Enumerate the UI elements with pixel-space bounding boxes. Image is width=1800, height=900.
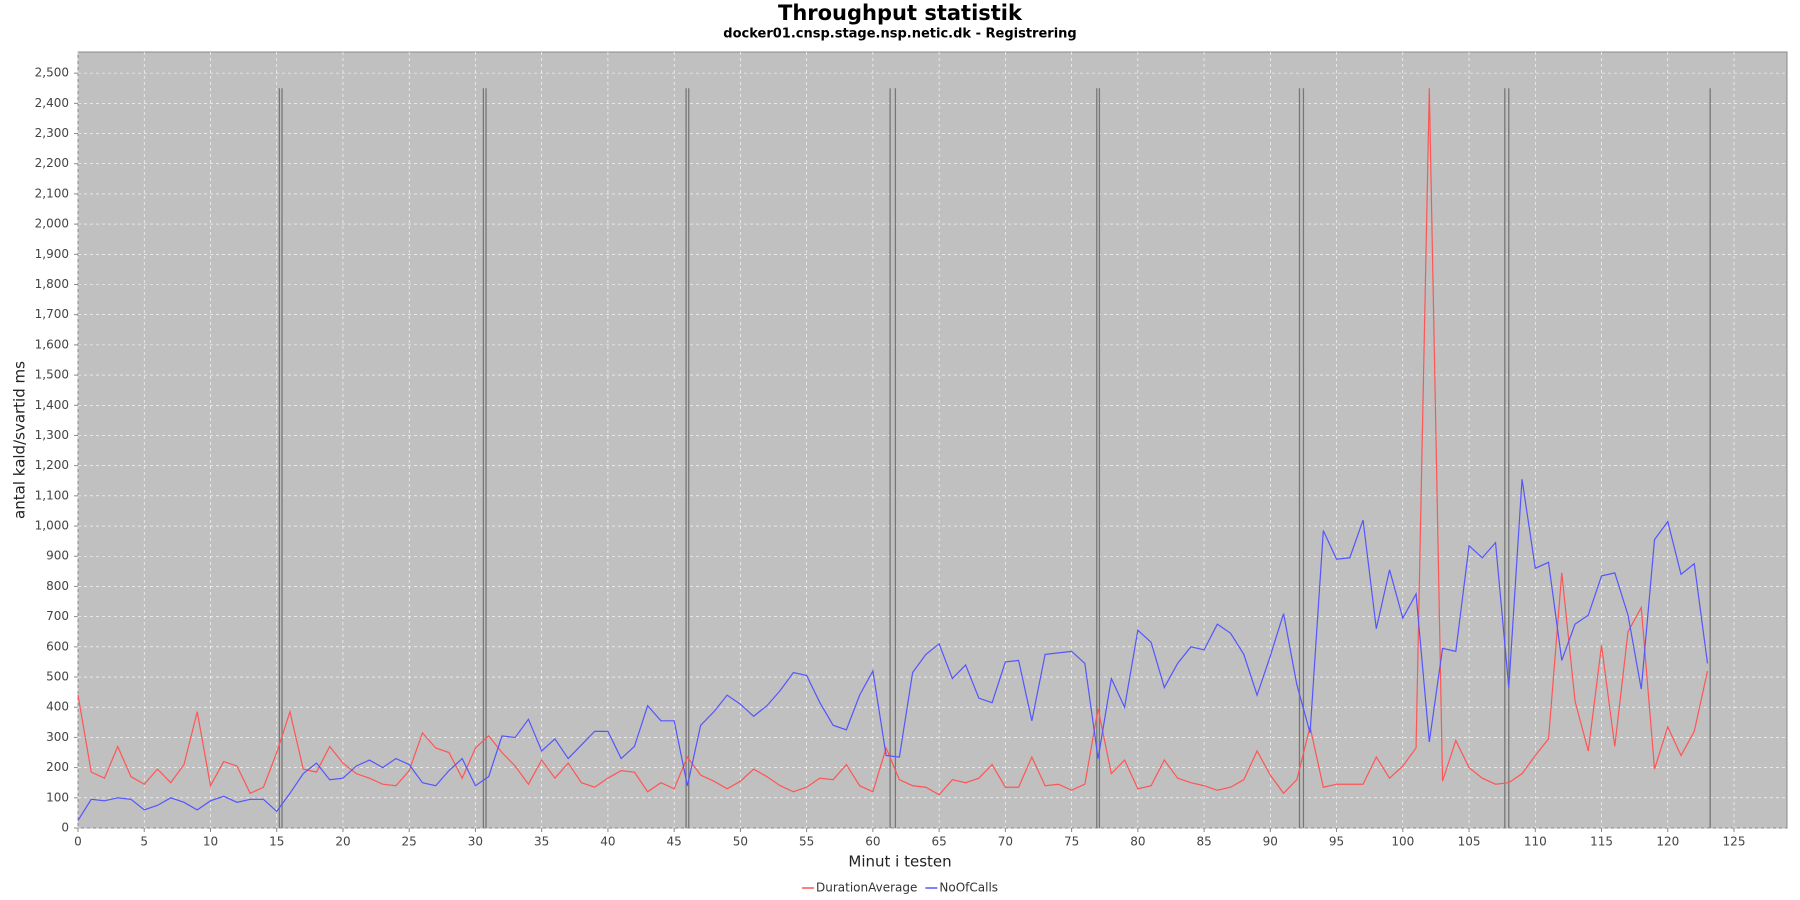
y-tick-label: 1,600: [35, 337, 69, 351]
x-tick-label: 85: [1196, 835, 1211, 849]
x-tick-label: 50: [733, 835, 748, 849]
chart-subtitle: docker01.cnsp.stage.nsp.netic.dk - Regis…: [723, 27, 1076, 42]
x-tick-label: 0: [74, 835, 82, 849]
y-tick-label: 200: [46, 760, 69, 774]
x-tick-label: 120: [1656, 835, 1679, 849]
legend-label: NoOfCalls: [939, 881, 998, 895]
y-tick-label: 300: [46, 730, 69, 744]
x-tick-label: 115: [1590, 835, 1613, 849]
y-tick-label: 1,100: [35, 488, 69, 502]
y-tick-label: 1,200: [35, 458, 69, 472]
y-tick-label: 1,300: [35, 428, 69, 442]
y-tick-label: 400: [46, 700, 69, 714]
x-tick-label: 20: [335, 835, 350, 849]
y-tick-label: 2,200: [35, 156, 69, 170]
y-tick-label: 1,800: [35, 277, 69, 291]
y-tick-label: 100: [46, 790, 69, 804]
x-tick-label: 110: [1524, 835, 1547, 849]
x-tick-label: 30: [468, 835, 483, 849]
y-tick-label: 1,700: [35, 307, 69, 321]
y-tick-label: 600: [46, 639, 69, 653]
y-tick-label: 1,400: [35, 398, 69, 412]
x-tick-label: 70: [998, 835, 1013, 849]
x-tick-label: 15: [269, 835, 284, 849]
y-tick-label: 2,500: [35, 66, 69, 80]
y-tick-label: 800: [46, 579, 69, 593]
y-tick-label: 2,000: [35, 217, 69, 231]
x-tick-label: 5: [140, 835, 148, 849]
y-tick-label: 2,300: [35, 126, 69, 140]
y-tick-label: 500: [46, 670, 69, 684]
x-tick-label: 90: [1263, 835, 1278, 849]
x-tick-label: 40: [600, 835, 615, 849]
legend: DurationAverage NoOfCalls: [801, 881, 998, 895]
y-tick-label: 700: [46, 609, 69, 623]
x-tick-label: 105: [1458, 835, 1481, 849]
x-tick-label: 25: [402, 835, 417, 849]
x-tick-label: 125: [1723, 835, 1746, 849]
x-tick-label: 10: [203, 835, 218, 849]
x-tick-label: 60: [865, 835, 880, 849]
x-axis-label: Minut i testen: [848, 853, 951, 871]
x-tick-label: 65: [931, 835, 946, 849]
y-axis-label: antal kald/svartid ms: [11, 361, 29, 519]
x-tick-label: 45: [667, 835, 682, 849]
y-tick-label: 1,500: [35, 368, 69, 382]
x-tick-label: 75: [1064, 835, 1079, 849]
y-tick-label: 0: [61, 821, 69, 835]
x-tick-label: 80: [1130, 835, 1145, 849]
x-tick-label: 55: [799, 835, 814, 849]
y-tick-label: 1,000: [35, 519, 69, 533]
y-tick-label: 2,100: [35, 186, 69, 200]
y-tick-label: 1,900: [35, 247, 69, 261]
y-tick-label: 900: [46, 549, 69, 563]
x-tick-label: 100: [1391, 835, 1414, 849]
legend-label: DurationAverage: [816, 881, 917, 895]
x-tick-label: 35: [534, 835, 549, 849]
y-tick-label: 2,400: [35, 96, 69, 110]
plot-area: [77, 51, 1788, 829]
series-line: [77, 479, 1709, 821]
x-tick-label: 95: [1329, 835, 1344, 849]
chart-title: Throughput statistik: [778, 1, 1023, 25]
series-line: [77, 88, 1709, 796]
